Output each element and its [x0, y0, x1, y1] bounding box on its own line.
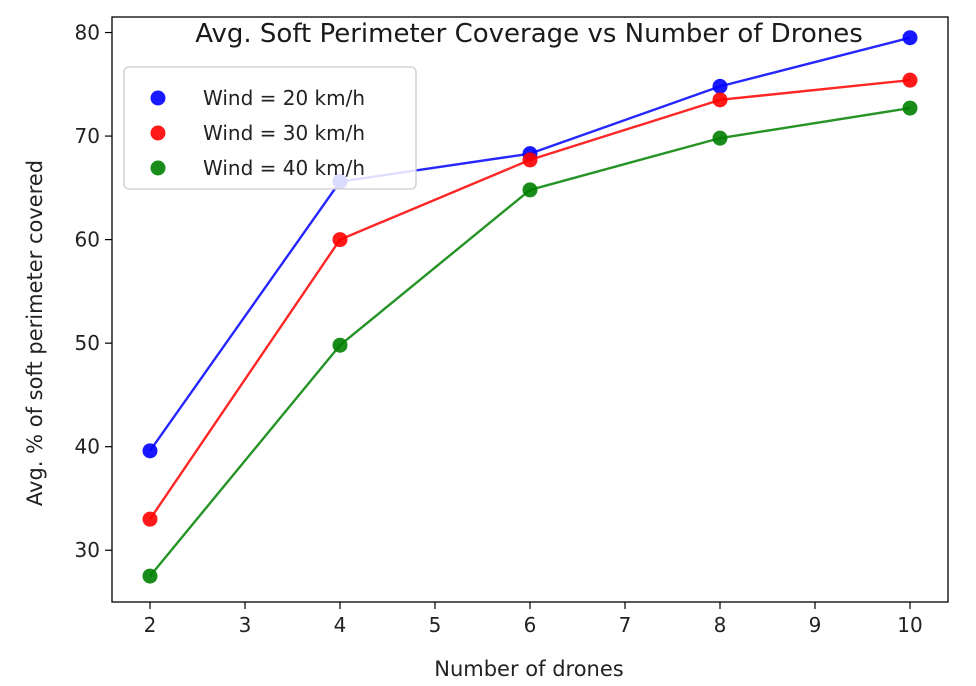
x-axis-label: Number of drones: [434, 657, 623, 681]
data-point: [712, 78, 728, 94]
legend-marker: [150, 160, 166, 176]
y-tick-label: 50: [75, 331, 100, 355]
data-point: [522, 152, 538, 168]
y-tick-label: 40: [75, 435, 100, 459]
y-tick-label: 70: [75, 124, 100, 148]
data-point: [712, 92, 728, 108]
y-tick-label: 60: [75, 228, 100, 252]
data-point: [332, 337, 348, 353]
series-3: [142, 100, 918, 584]
plot-frame: [111, 16, 949, 603]
legend-marker: [150, 125, 166, 141]
legend: Wind = 20 km/h Wind = 30 km/h Wind = 40 km…: [123, 66, 417, 190]
data-point: [902, 30, 918, 46]
series-2: [142, 72, 918, 527]
y-tick-label: 80: [75, 21, 100, 45]
data-point: [902, 72, 918, 88]
x-tick-label: 10: [897, 613, 922, 637]
data-point: [902, 100, 918, 116]
data-point: [142, 443, 158, 459]
x-tick-label: 3: [239, 613, 252, 637]
x-tick-label: 2: [144, 613, 157, 637]
x-tick-label: 6: [524, 613, 537, 637]
legend-marker: [150, 90, 166, 106]
x-tick-label: 9: [809, 613, 822, 637]
y-axis-ticks: 30 40 50 60 70 80: [75, 21, 112, 562]
data-point: [142, 568, 158, 584]
data-point: [522, 182, 538, 198]
x-tick-label: 5: [429, 613, 442, 637]
x-axis-ticks: 2 3 4 5 6 7 8 9 10: [144, 602, 923, 637]
x-tick-label: 7: [619, 613, 632, 637]
series-layer: [142, 30, 918, 584]
chart-title: Avg. Soft Perimeter Coverage vs Number o…: [195, 19, 863, 49]
data-point: [332, 232, 348, 248]
data-point: [142, 511, 158, 527]
legend-label: Wind = 40 km/h: [203, 156, 365, 180]
y-tick-label: 30: [75, 538, 100, 562]
x-tick-label: 8: [714, 613, 727, 637]
y-axis-label: Avg. % of soft perimeter covered: [23, 160, 47, 506]
data-point: [712, 130, 728, 146]
legend-box: [123, 66, 417, 190]
legend-label: Wind = 20 km/h: [203, 86, 365, 110]
x-tick-label: 4: [334, 613, 347, 637]
legend-label: Wind = 30 km/h: [203, 121, 365, 145]
